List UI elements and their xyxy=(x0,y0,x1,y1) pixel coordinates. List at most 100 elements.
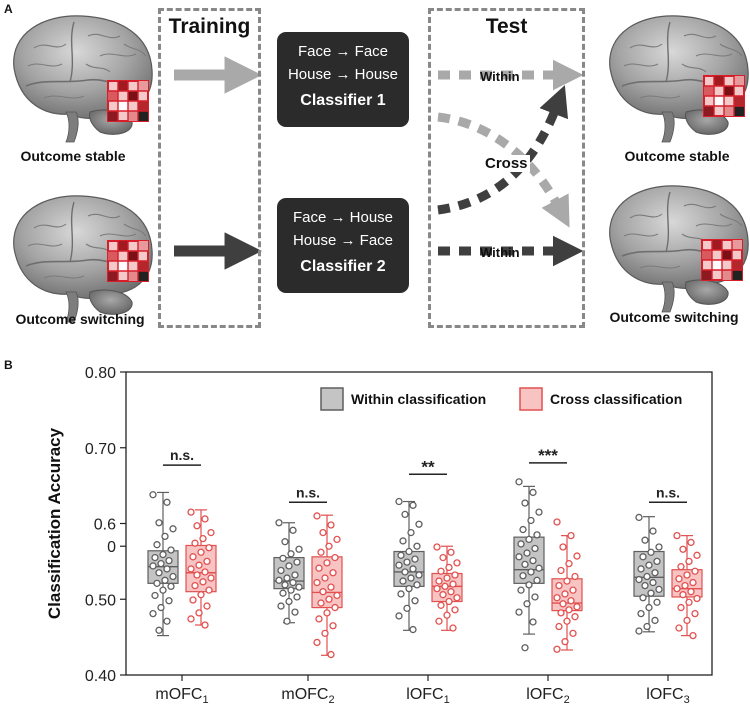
data-point xyxy=(689,631,697,640)
x-tick-label: lOFC3 xyxy=(646,686,689,706)
data-point xyxy=(291,571,299,579)
data-point xyxy=(289,526,297,534)
data-point xyxy=(639,553,647,561)
data-point xyxy=(167,582,175,591)
data-point xyxy=(675,575,683,583)
data-point xyxy=(449,580,457,588)
chart-significance: n.s.n.s.*****n.s. xyxy=(163,446,687,504)
data-point xyxy=(643,572,651,581)
panel-letter-b: B xyxy=(4,358,13,372)
y-tick-label: 0.40 xyxy=(85,668,116,685)
data-point xyxy=(163,565,171,573)
data-point xyxy=(315,564,323,572)
data-point xyxy=(569,629,577,637)
data-point xyxy=(527,568,535,576)
data-point xyxy=(451,606,459,614)
data-point xyxy=(683,616,691,625)
data-point xyxy=(405,584,413,593)
data-point xyxy=(193,571,201,579)
significance-label: n.s. xyxy=(296,484,320,500)
data-point xyxy=(641,581,649,590)
data-point xyxy=(555,622,563,631)
legend-label-within: Within classification xyxy=(351,391,486,407)
data-point xyxy=(199,534,207,543)
data-point xyxy=(519,525,527,534)
data-point xyxy=(515,553,523,561)
data-point xyxy=(645,603,653,612)
data-point xyxy=(195,561,203,569)
data-point xyxy=(329,569,337,577)
data-point xyxy=(321,574,329,582)
legend-swatch-cross xyxy=(519,387,543,411)
test-title: Test xyxy=(485,15,528,38)
data-point xyxy=(331,553,339,562)
data-point xyxy=(317,599,325,607)
data-point xyxy=(279,589,287,597)
data-point xyxy=(639,594,647,602)
data-point xyxy=(157,559,165,568)
x-tick-label: mOFC1 xyxy=(155,686,208,706)
data-point xyxy=(553,518,561,526)
data-point xyxy=(187,615,195,623)
y-tick-label: 0.50 xyxy=(85,592,116,609)
data-point xyxy=(687,588,695,596)
x-tick-label: lOFC1 xyxy=(406,686,449,706)
data-point xyxy=(279,554,287,562)
data-point xyxy=(433,584,441,593)
data-point xyxy=(573,603,581,611)
data-point xyxy=(641,536,649,544)
data-point xyxy=(169,525,177,533)
data-point xyxy=(149,491,157,499)
data-point xyxy=(191,581,199,590)
chart-points xyxy=(149,478,701,659)
data-point xyxy=(561,590,569,598)
data-point xyxy=(643,622,651,631)
data-point xyxy=(313,512,321,520)
data-point xyxy=(287,550,295,558)
chart-legend: Within classification Cross classificatio… xyxy=(320,387,682,411)
data-point xyxy=(157,603,165,612)
data-point xyxy=(691,609,699,618)
data-point xyxy=(447,548,455,556)
within-label-top: Within xyxy=(480,69,520,84)
data-point xyxy=(277,566,285,575)
data-point xyxy=(169,572,177,581)
data-point xyxy=(553,594,561,602)
data-point xyxy=(281,538,289,546)
data-point xyxy=(167,546,175,554)
classifier-2-line-1: Face → House xyxy=(292,209,394,226)
data-point xyxy=(289,578,297,587)
cross-label: Cross xyxy=(483,155,530,172)
data-point xyxy=(523,549,531,557)
data-point xyxy=(517,540,525,548)
data-point xyxy=(201,621,209,629)
data-point xyxy=(453,559,461,567)
data-point xyxy=(693,551,701,559)
data-point xyxy=(653,557,661,566)
classifier-1-line-1: Face → Face xyxy=(297,43,389,60)
label-outcome-stable-left: Outcome stable xyxy=(20,148,126,164)
significance-label: n.s. xyxy=(170,447,194,463)
data-point xyxy=(159,586,167,594)
data-point xyxy=(647,589,655,597)
data-point xyxy=(321,629,329,637)
data-point xyxy=(189,596,197,604)
data-point xyxy=(553,645,561,653)
data-point xyxy=(559,543,567,551)
data-point xyxy=(447,588,455,596)
data-point xyxy=(409,501,417,509)
data-point xyxy=(531,593,539,601)
data-point xyxy=(675,624,683,632)
data-point xyxy=(155,569,163,577)
data-point xyxy=(193,522,201,530)
data-point xyxy=(195,609,203,617)
data-point xyxy=(415,571,423,579)
data-point xyxy=(207,574,215,582)
data-point xyxy=(445,563,453,572)
data-point xyxy=(149,562,157,570)
data-point xyxy=(573,552,581,560)
data-point xyxy=(323,559,331,567)
data-point xyxy=(637,609,645,618)
data-point xyxy=(411,555,419,563)
data-point xyxy=(515,478,523,486)
